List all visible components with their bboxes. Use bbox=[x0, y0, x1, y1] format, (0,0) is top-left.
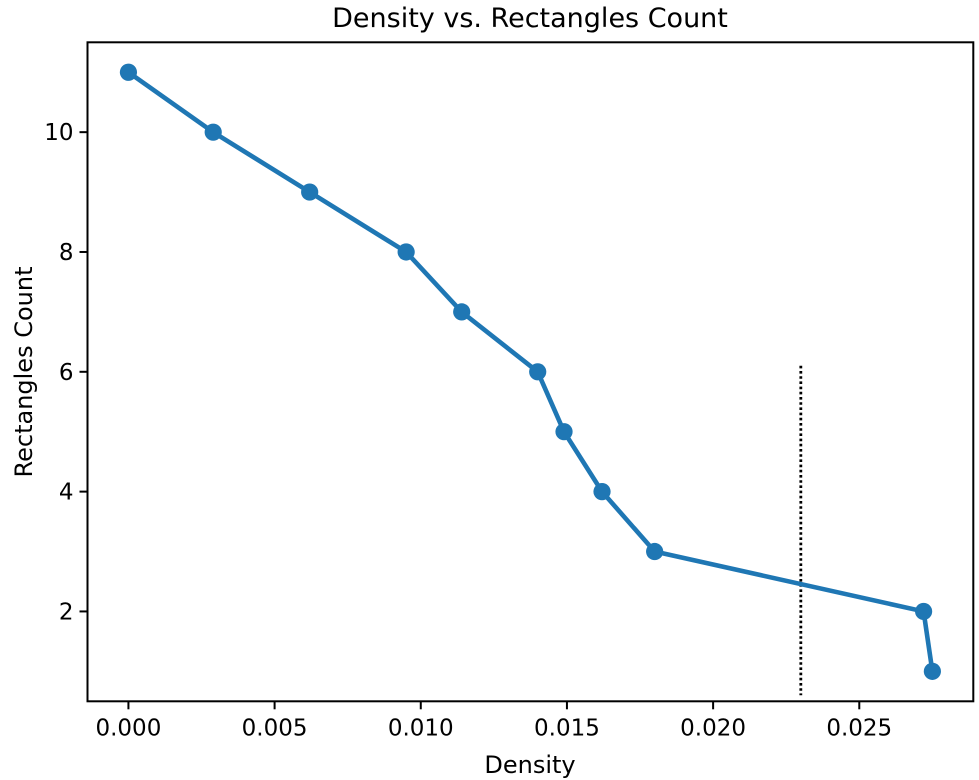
data-point-marker bbox=[204, 123, 222, 141]
y-tick-label: 6 bbox=[59, 360, 74, 386]
y-tick-label: 2 bbox=[59, 599, 74, 625]
y-tick-label: 10 bbox=[44, 120, 73, 146]
x-tick-label: 0.005 bbox=[242, 715, 308, 741]
data-point-marker bbox=[923, 662, 941, 680]
data-point-marker bbox=[301, 183, 319, 201]
data-point-marker bbox=[453, 303, 471, 321]
x-tick-label: 0.015 bbox=[534, 715, 600, 741]
chart-title: Density vs. Rectangles Count bbox=[332, 3, 728, 34]
y-tick-label: 8 bbox=[59, 240, 74, 266]
data-point-marker bbox=[555, 423, 573, 441]
x-tick-label: 0.025 bbox=[826, 715, 892, 741]
x-tick-label: 0.010 bbox=[388, 715, 454, 741]
data-point-marker bbox=[593, 483, 611, 501]
x-tick-label: 0.000 bbox=[95, 715, 161, 741]
y-axis-label: Rectangles Count bbox=[10, 266, 38, 478]
x-tick-label: 0.020 bbox=[680, 715, 746, 741]
plot-border bbox=[86, 41, 975, 703]
data-point-marker bbox=[915, 602, 933, 621]
data-point-marker bbox=[529, 363, 547, 381]
data-point-marker bbox=[397, 243, 415, 261]
data-point-marker bbox=[119, 63, 138, 81]
data-point-marker bbox=[646, 542, 664, 561]
y-tick-label: 4 bbox=[59, 480, 74, 506]
x-axis-label: Density bbox=[484, 751, 576, 779]
